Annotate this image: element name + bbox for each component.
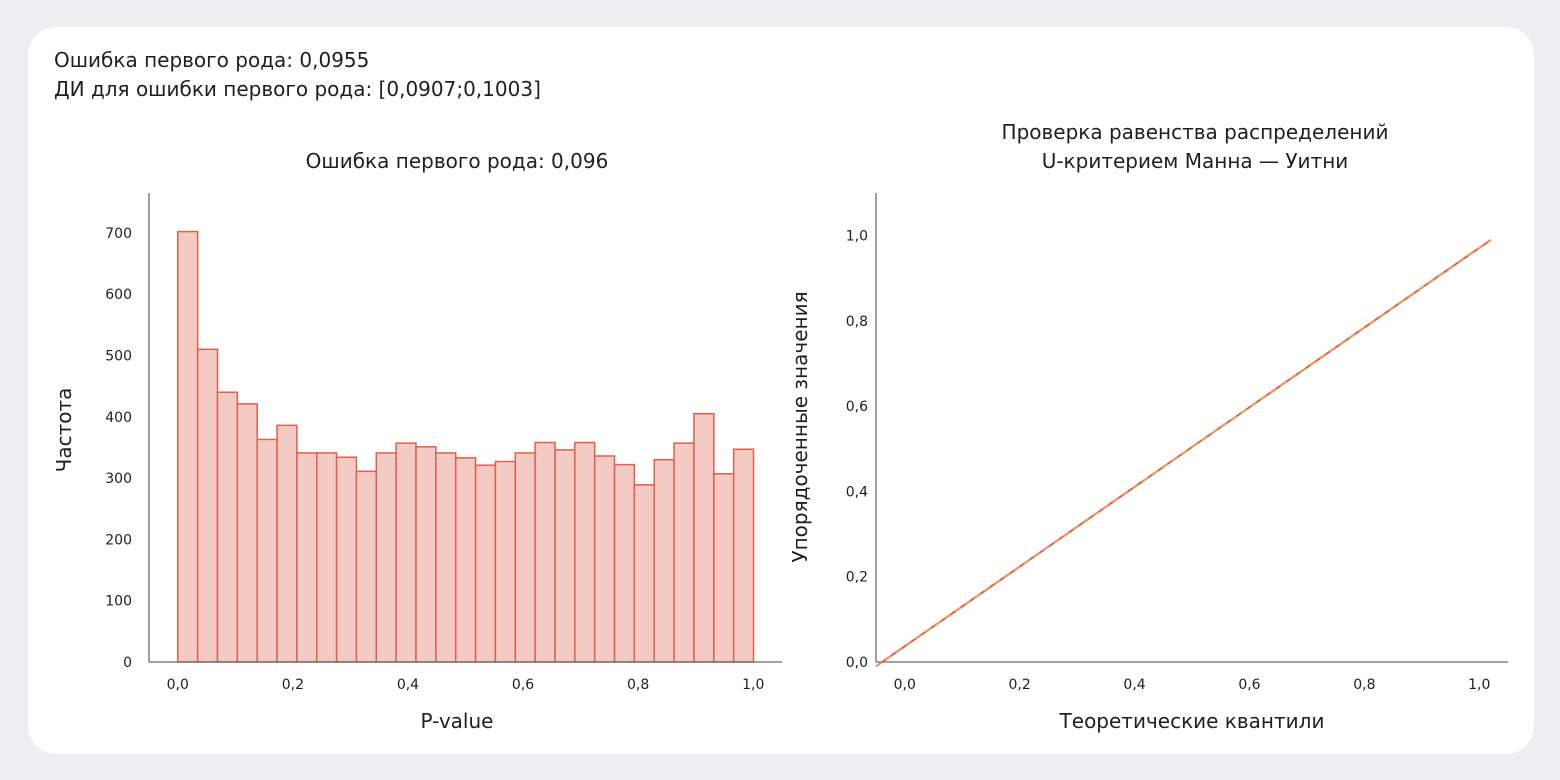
qq-plot-subtitle: U-критерием Манна — Уитни [1042,149,1349,173]
histogram-bar [177,230,199,663]
histogram-bar [395,442,417,663]
histogram-bar [375,452,397,663]
histogram-x-label: P-value [421,709,494,733]
histogram-bar [554,449,576,663]
qq-plot-y-tick-label: 1,0 [846,229,868,245]
histogram-bar [653,458,675,663]
histogram-y-tick-label: 200 [105,532,132,548]
histogram-bar [474,464,497,663]
qq-plot-x-tick-label: 1,0 [1468,677,1490,693]
histogram-x-tick-label: 0,6 [512,677,534,693]
histogram-bar [713,473,735,663]
histogram-x-tick-label: 0,0 [167,677,189,693]
qq-plot-y-tick-label: 0,4 [846,484,868,500]
histogram-bar [673,442,695,663]
histogram-bar [296,452,318,663]
histogram-bar [216,391,239,663]
histogram-y-tick-label: 400 [105,410,132,426]
qq-plot-x-tick-label: 0,2 [1009,677,1031,693]
qq-plot-chart: Проверка равенства распределений U-крите… [788,120,1508,733]
qq-plot-y-label: Упорядоченные значения [788,291,812,562]
histogram-chart: Ошибка первого рода: 0,096 0,0 0,2 0,4 0,6 0… [52,149,782,733]
confidence-interval-text: ДИ для ошибки первого рода: [0,0907;0,10… [54,77,541,101]
histogram-bar [256,438,278,663]
histogram-x-tick-label: 0,4 [397,677,419,693]
histogram-bar [335,456,358,663]
type-i-error-text: Ошибка первого рода: 0,0955 [54,48,370,72]
histogram-x-tick-label: 1,0 [742,677,764,693]
histogram-y-ticks: 0 100 200 300 400 500 600 700 [105,226,132,671]
qq-plot-x-tick-label: 0,6 [1238,677,1260,693]
header: Ошибка первого рода: 0,0955 ДИ для ошибк… [54,46,541,104]
histogram-bar [196,348,219,663]
qq-plot-y-tick-label: 0,2 [846,570,868,586]
histogram-y-tick-label: 700 [105,226,132,242]
histogram-bar [435,452,457,663]
qq-reference-line [875,239,1492,667]
histogram-bar [633,484,655,663]
histogram-bar [454,457,477,663]
histogram-title: Ошибка первого рода: 0,096 [306,149,609,173]
histogram-bar [593,455,616,663]
histogram-y-tick-label: 300 [105,471,132,487]
histogram-bar [415,446,437,663]
histogram-bar [693,412,715,663]
qq-plot-y-tick-label: 0,6 [846,399,868,415]
histogram-x-ticks: 0,0 0,2 0,4 0,6 0,8 1,0 [167,677,765,693]
qq-plot-x-tick-label: 0,8 [1353,677,1375,693]
histogram-y-tick-label: 100 [105,594,132,610]
histogram-bar [315,452,338,663]
qq-plot-y-tick-label: 0,8 [846,314,868,330]
qq-plot-x-tick-label: 0,4 [1123,677,1145,693]
qq-plot-x-ticks: 0,0 0,2 0,4 0,6 0,8 1,0 [894,677,1491,693]
histogram-bars [177,230,755,663]
histogram-x-tick-label: 0,8 [627,677,649,693]
histogram-bar [236,403,258,663]
histogram-y-tick-label: 0 [123,655,132,671]
histogram-y-tick-label: 600 [105,287,132,303]
histogram-bar [613,463,636,663]
histogram-bar [732,448,755,663]
histogram-bar [534,441,556,663]
histogram-x-tick-label: 0,2 [282,677,304,693]
histogram-bar [574,441,596,663]
histogram-bar [355,470,378,663]
histogram-y-tick-label: 500 [105,348,132,364]
qq-plot-x-label: Теоретические квантили [1059,709,1325,733]
qq-plot-title: Проверка равенства распределений [1002,120,1389,144]
qq-plot-lines [875,239,1492,668]
histogram-bar [494,460,517,663]
histogram-bar [514,452,536,663]
qq-plot-y-ticks: 0,0 0,2 0,4 0,6 0,8 1,0 [846,229,868,671]
qq-plot-y-tick-label: 0,0 [846,655,868,671]
qq-plot-x-tick-label: 0,0 [894,677,916,693]
histogram-bar [276,424,298,663]
histogram-y-label: Частота [52,388,76,473]
